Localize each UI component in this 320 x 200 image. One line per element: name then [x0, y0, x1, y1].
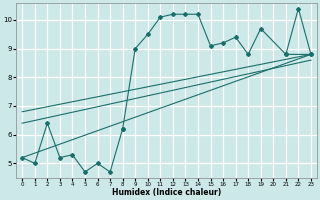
- X-axis label: Humidex (Indice chaleur): Humidex (Indice chaleur): [112, 188, 221, 197]
